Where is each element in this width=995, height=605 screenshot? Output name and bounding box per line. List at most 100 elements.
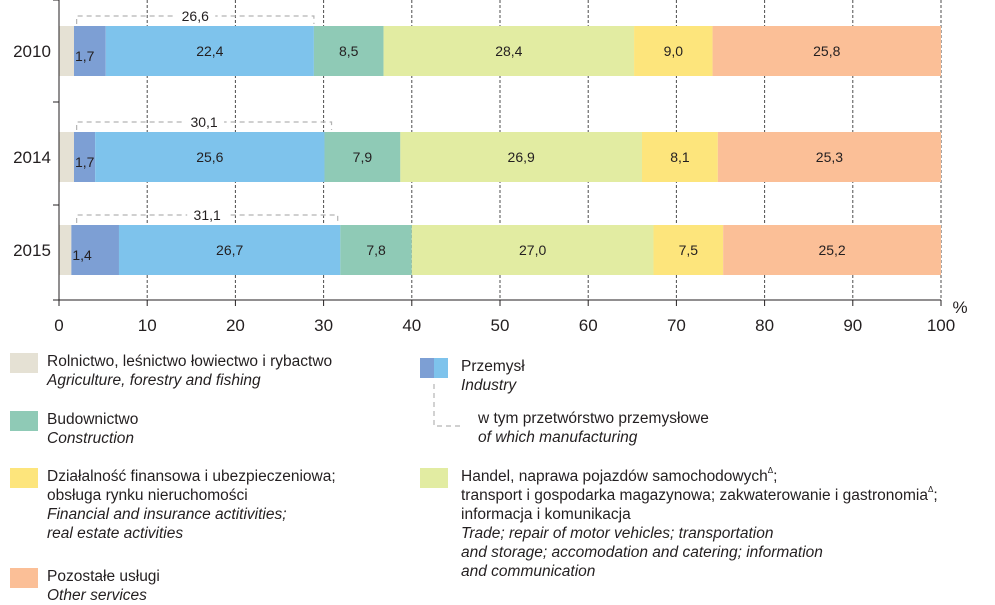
- legend-construction: Budownictwo Construction: [47, 410, 138, 448]
- value-label-other-services-2014: 25,3: [816, 149, 843, 165]
- x-tick-label-40: 40: [402, 316, 421, 335]
- bar-industry-other-2015: [71, 225, 119, 275]
- bar-trade-2015: [411, 225, 654, 275]
- bar-other-services-2015: [723, 225, 941, 275]
- value-label-construction-2010: 8,5: [339, 43, 359, 59]
- value-label-agriculture-2015: 1,4: [72, 247, 92, 263]
- bar-construction-2010: [313, 26, 384, 76]
- legend-finance: Działalność finansowa i ubezpieczeniowa;…: [47, 467, 336, 543]
- x-tick-label-30: 30: [314, 316, 333, 335]
- legend-manufacturing-bracket: [433, 384, 464, 427]
- legend-swatch-industry: [420, 358, 448, 378]
- bar-finance-2014: [642, 132, 718, 182]
- legend-trade-pl-2-sup: Δ: [927, 485, 934, 494]
- value-label-trade-2010: 28,4: [495, 43, 522, 59]
- manufacturing-bracket-bg-2010: [175, 7, 216, 23]
- legend-agriculture-pl: Rolnictwo, leśnictwo łowiectwo i rybactw…: [47, 353, 333, 370]
- manufacturing-bracket-label-2014: 30,1: [190, 114, 217, 130]
- bar-agriculture-2010: [59, 26, 74, 76]
- legend-finance-en-1: Financial and insurance actitivities;: [47, 506, 287, 523]
- legend-swatch-finance: [10, 468, 38, 488]
- x-tick-label-0: 0: [54, 316, 63, 335]
- legend-construction-pl: Budownictwo: [47, 411, 139, 428]
- legend-manufacturing-en: of which manufacturing: [478, 429, 638, 446]
- bar-trade-2014: [400, 132, 643, 182]
- category-label-2015: 2015: [13, 241, 51, 260]
- legend-trade-en-3: and communication: [461, 563, 596, 580]
- x-tick-label-80: 80: [755, 316, 774, 335]
- legend-construction-en: Construction: [47, 430, 135, 447]
- bar-agriculture-2014: [59, 132, 74, 182]
- bar-other-services-2010: [712, 26, 941, 76]
- x-tick-label-20: 20: [226, 316, 245, 335]
- value-label-trade-2015: 27,0: [519, 242, 546, 258]
- manufacturing-bracket-label-2015: 31,1: [194, 207, 221, 223]
- legend-swatch-industry-b: [434, 358, 448, 378]
- legend-trade-pl-1: Handel, naprawa pojazdów samochodowychΔ;: [461, 467, 938, 486]
- bar-manufacturing-2015: [118, 225, 341, 275]
- legend-industry-pl: Przemysł: [461, 358, 525, 375]
- legend-manufacturing: w tym przetwórstwo przemysłowe of which …: [478, 409, 709, 447]
- legend-trade-en-2: and storage; accomodation and catering; …: [461, 544, 823, 561]
- legend-finance-pl-1: Działalność finansowa i ubezpieczeniowa;: [47, 468, 336, 485]
- legend-trade-pl-2-tail: ;: [933, 487, 938, 504]
- legend-trade-en-1: Trade; repair of motor vehicles; transpo…: [461, 525, 774, 542]
- value-label-agriculture-2014: 1,7: [75, 154, 95, 170]
- legend-swatch-industry-a: [420, 358, 434, 378]
- legend-other-pl: Pozostałe usługi: [47, 568, 160, 585]
- legend-trade-pl-1-text: Handel, naprawa pojazdów samochodowych: [461, 468, 768, 485]
- legend-agriculture-en: Agriculture, forestry and fishing: [47, 372, 261, 389]
- legend-industry: Przemysł Industry: [461, 357, 525, 395]
- x-tick-label-70: 70: [667, 316, 686, 335]
- legend-trade-pl-1-sup: Δ: [767, 466, 774, 475]
- legend-finance-pl-2: obsługa rynku nieruchomości: [47, 487, 248, 504]
- bar-industry-other-2010: [73, 26, 106, 76]
- value-label-construction-2014: 7,9: [353, 149, 373, 165]
- value-label-industry-2010: 22,4: [196, 43, 223, 59]
- bar-industry-other-2014: [73, 132, 96, 182]
- legend-swatch-construction: [10, 411, 38, 431]
- legend-trade-pl-2: transport i gospodarka magazynowa; zakwa…: [461, 486, 938, 505]
- bar-finance-2015: [653, 225, 724, 275]
- bar-construction-2014: [324, 132, 401, 182]
- legend-trade-pl-3: informacja i komunikacja: [461, 506, 631, 523]
- category-label-2010: 2010: [13, 42, 51, 61]
- x-tick-label-50: 50: [491, 316, 510, 335]
- value-label-other-services-2015: 25,2: [818, 242, 845, 258]
- manufacturing-bracket-label-2010: 26,6: [182, 8, 209, 24]
- value-label-other-services-2010: 25,8: [813, 43, 840, 59]
- bars: [59, 26, 941, 275]
- legend-swatch-agriculture: [10, 353, 38, 373]
- bar-other-services-2014: [717, 132, 941, 182]
- x-tick-label-100: 100: [927, 316, 955, 335]
- legend-swatch-trade: [420, 468, 448, 488]
- bar-manufacturing-2014: [95, 132, 325, 182]
- value-label-finance-2014: 8,1: [670, 149, 690, 165]
- value-label-industry-2014: 25,6: [196, 149, 223, 165]
- value-label-industry-2015: 26,7: [216, 242, 243, 258]
- bar-trade-2010: [383, 26, 635, 76]
- legend-other-en: Other services: [47, 587, 147, 604]
- manufacturing-bracket-bg-2014: [184, 113, 225, 129]
- bar-manufacturing-2010: [105, 26, 314, 76]
- value-label-agriculture-2010: 1,7: [75, 48, 95, 64]
- value-label-construction-2015: 7,8: [366, 242, 386, 258]
- legend-trade: Handel, naprawa pojazdów samochodowychΔ;…: [461, 467, 938, 581]
- legend-trade-pl-2-text: transport i gospodarka magazynowa; zakwa…: [461, 487, 928, 504]
- axes: 0 10 20 30 40 50 60 70 80 90 100% 2010 2014 2015: [13, 0, 968, 335]
- legend-manufacturing-pl: w tym przetwórstwo przemysłowe: [478, 410, 709, 427]
- x-unit-label: %: [952, 298, 967, 317]
- x-tick-label-10: 10: [138, 316, 157, 335]
- legend-finance-en-2: real estate activities: [47, 525, 184, 542]
- legend-trade-pl-1-tail: ;: [773, 468, 778, 485]
- legend-swatch-other: [10, 568, 38, 588]
- value-label-finance-2010: 9,0: [664, 43, 684, 59]
- manufacturing-bracket-bg-2015: [187, 206, 228, 222]
- data-labels: 8,5 28,4 9,0 25,8 1,7 22,4 26,6 7,9 26,9 8,1 25,3 1…: [72, 7, 846, 263]
- bar-construction-2015: [340, 225, 412, 275]
- legend-other: Pozostałe usługi Other services: [47, 567, 160, 605]
- value-label-finance-2015: 7,5: [679, 242, 699, 258]
- x-tick-label-60: 60: [579, 316, 598, 335]
- legend-industry-en: Industry: [461, 377, 517, 394]
